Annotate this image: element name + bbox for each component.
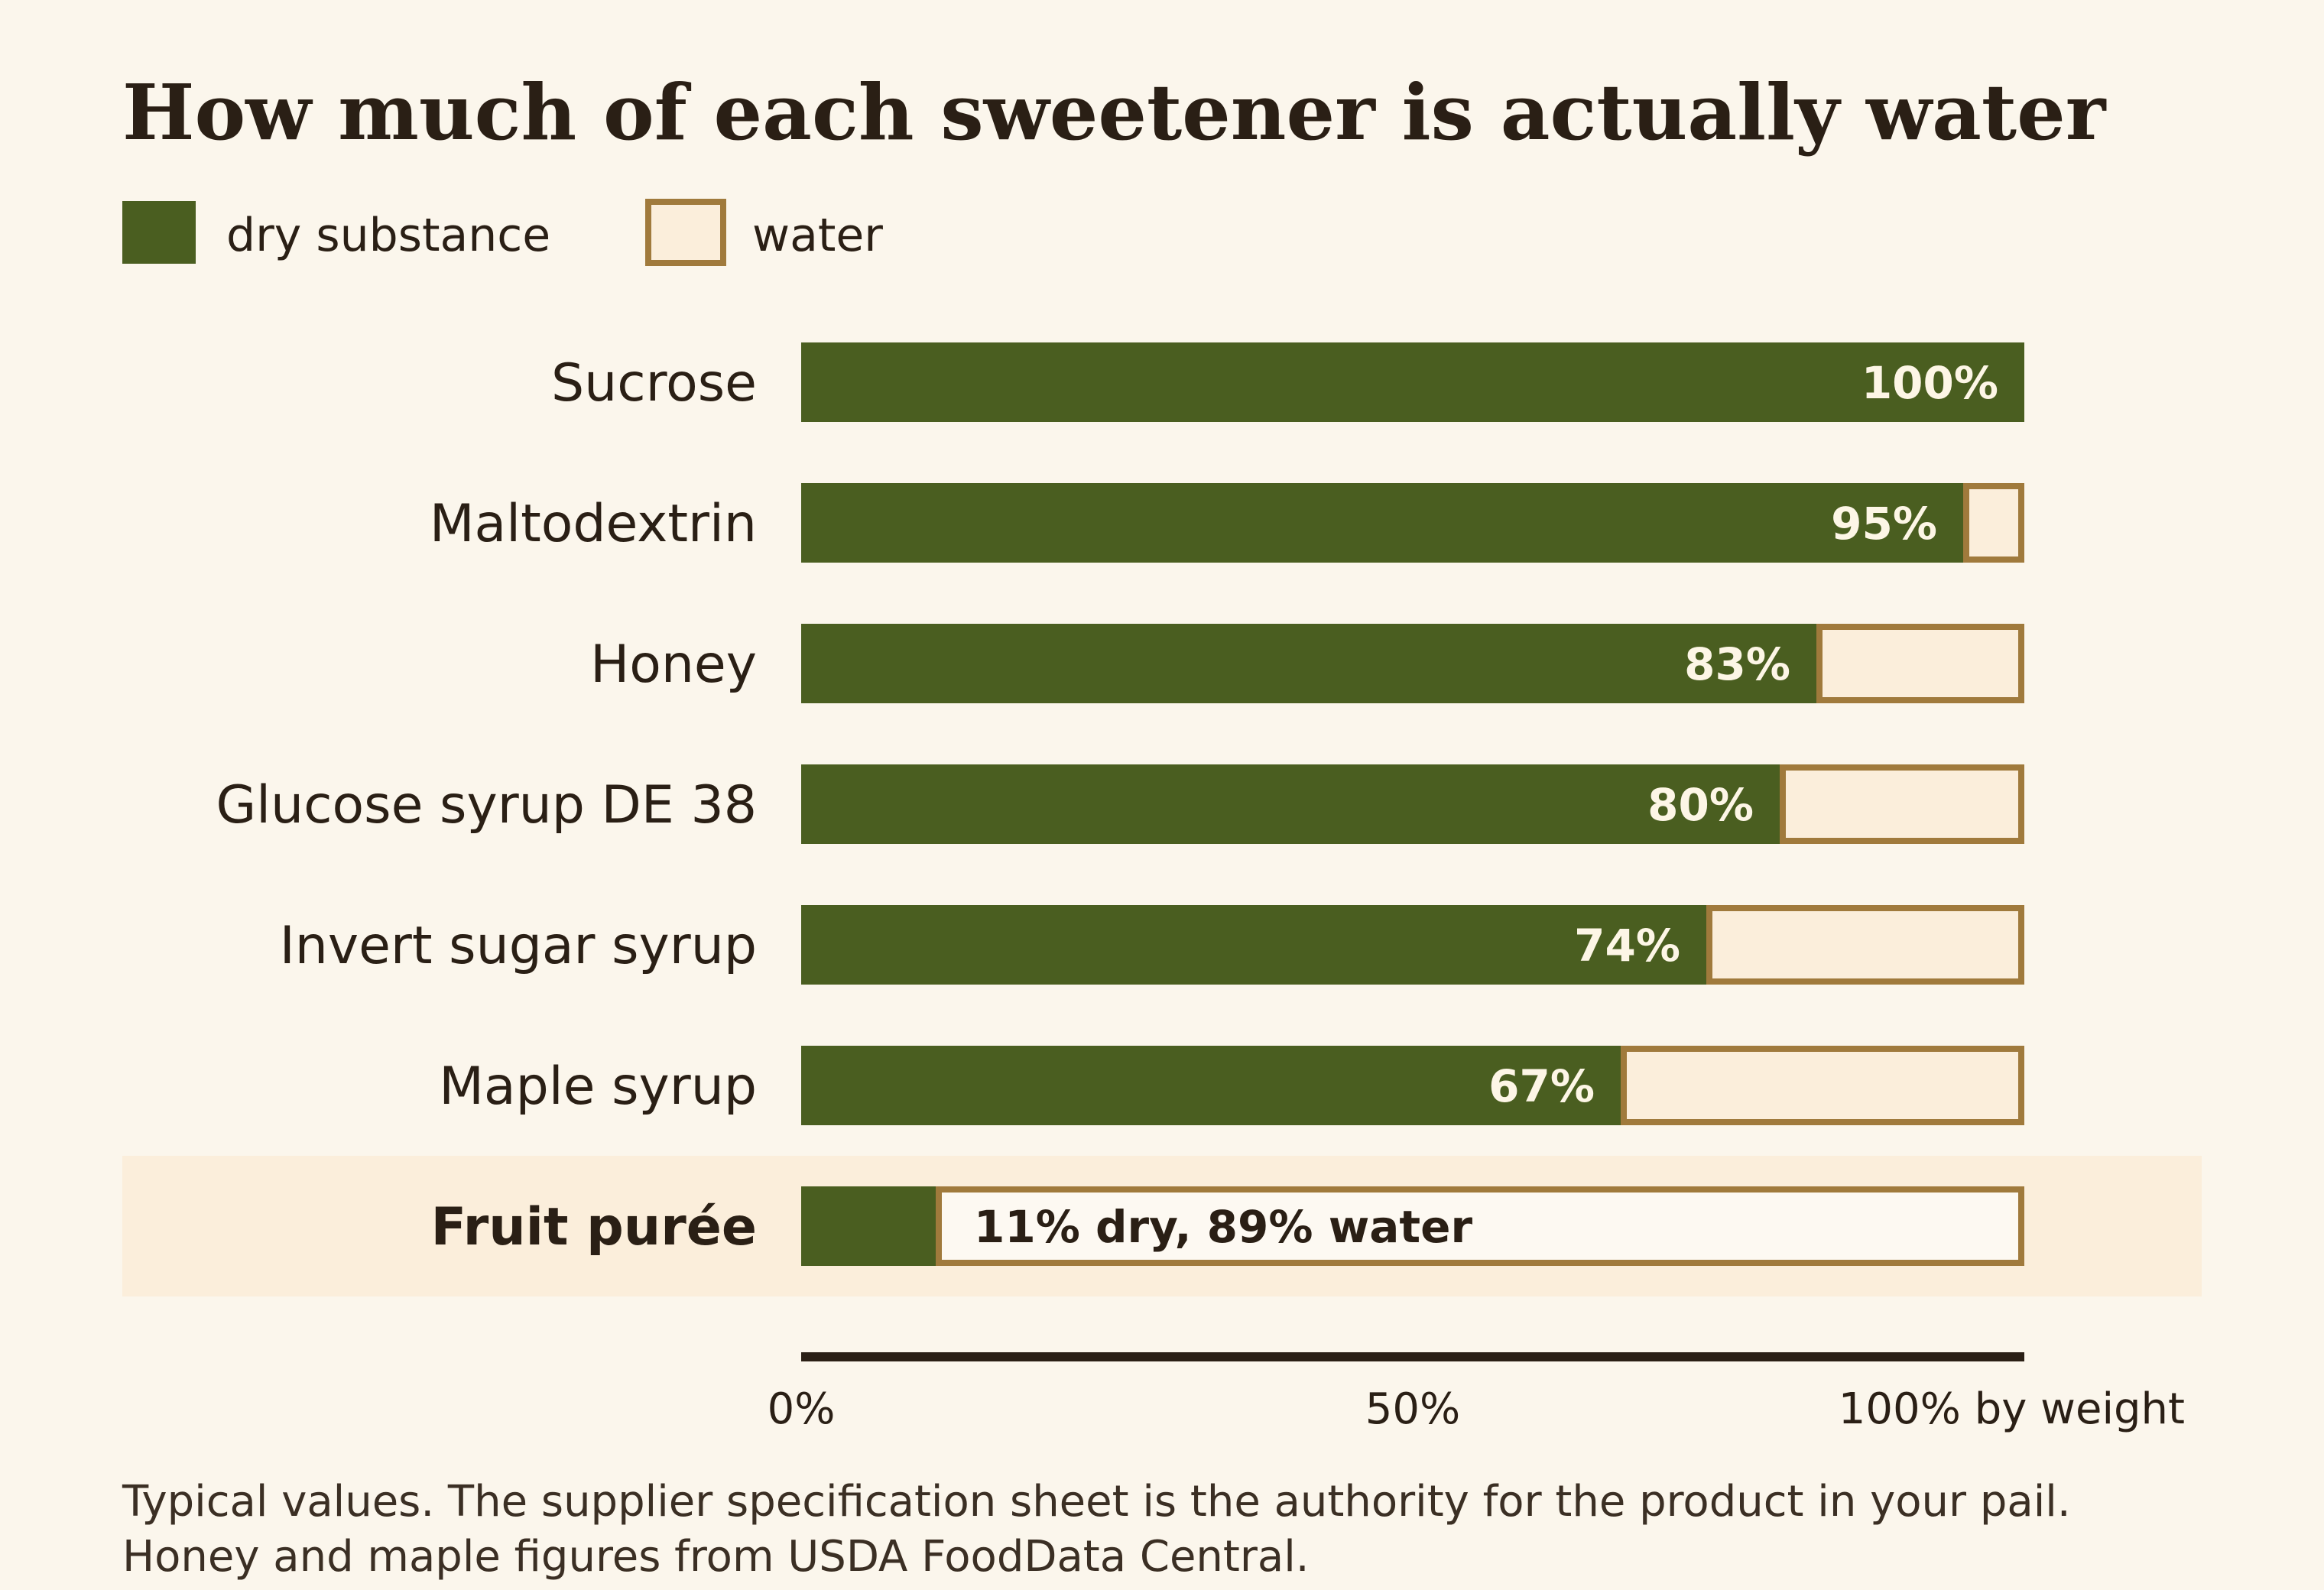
bar-water — [1780, 764, 2024, 844]
legend-swatch-dry — [122, 201, 196, 264]
legend-label-dry: dry substance — [226, 209, 550, 262]
data-label: 95% — [1831, 498, 1937, 550]
footnote-line-2: Honey and maple figures from USDA FoodDa… — [122, 1532, 1310, 1582]
data-label: 100% — [1861, 357, 1998, 409]
chart-title: How much of each sweetener is actually w… — [122, 67, 2107, 157]
bar-dry — [801, 624, 1816, 703]
category-label: Glucose syrup DE 38 — [216, 775, 757, 836]
category-label: Sucrose — [551, 353, 757, 414]
data-label: 80% — [1647, 779, 1754, 831]
category-label: Honey — [590, 634, 757, 695]
category-label: Maple syrup — [439, 1056, 757, 1117]
data-label: 67% — [1488, 1060, 1595, 1112]
data-label: 83% — [1684, 638, 1790, 690]
bar-water — [1706, 905, 2024, 985]
data-label: 74% — [1574, 920, 1680, 972]
x-tick-label-50: 50% — [1365, 1384, 1460, 1434]
bar-water — [936, 1186, 2024, 1266]
category-label: Maltodextrin — [430, 494, 757, 554]
bar-dry — [801, 1186, 936, 1266]
bar-dry — [801, 483, 1963, 563]
bar-dry — [801, 342, 2024, 422]
bar-water — [1621, 1046, 2024, 1125]
x-axis: 0% 50% 100% by weight — [768, 1352, 2185, 1434]
bar-dry — [801, 1046, 1621, 1125]
plot-area: Sucrose 100% Maltodextrin 95% Honey 83% Glucos… — [122, 342, 2202, 1296]
category-label: Invert sugar syrup — [280, 916, 757, 976]
legend-label-water: water — [752, 209, 883, 262]
x-tick-label-100: 100% by weight — [1839, 1384, 2185, 1434]
footnote-line-1: Typical values. The supplier specificati… — [122, 1477, 2071, 1527]
bar-dry — [801, 905, 1706, 985]
footnote: Typical values. The supplier specificati… — [122, 1477, 2071, 1582]
x-tick-label-0: 0% — [768, 1384, 836, 1434]
bar-water — [1816, 624, 2024, 703]
bar-dry — [801, 764, 1780, 844]
bar-water — [1963, 483, 2024, 563]
highlight-annotation: 11% dry, 89% water — [974, 1201, 1472, 1253]
category-label: Fruit purée — [431, 1197, 757, 1257]
legend: dry substance water — [122, 199, 883, 266]
legend-swatch-water — [645, 199, 726, 266]
